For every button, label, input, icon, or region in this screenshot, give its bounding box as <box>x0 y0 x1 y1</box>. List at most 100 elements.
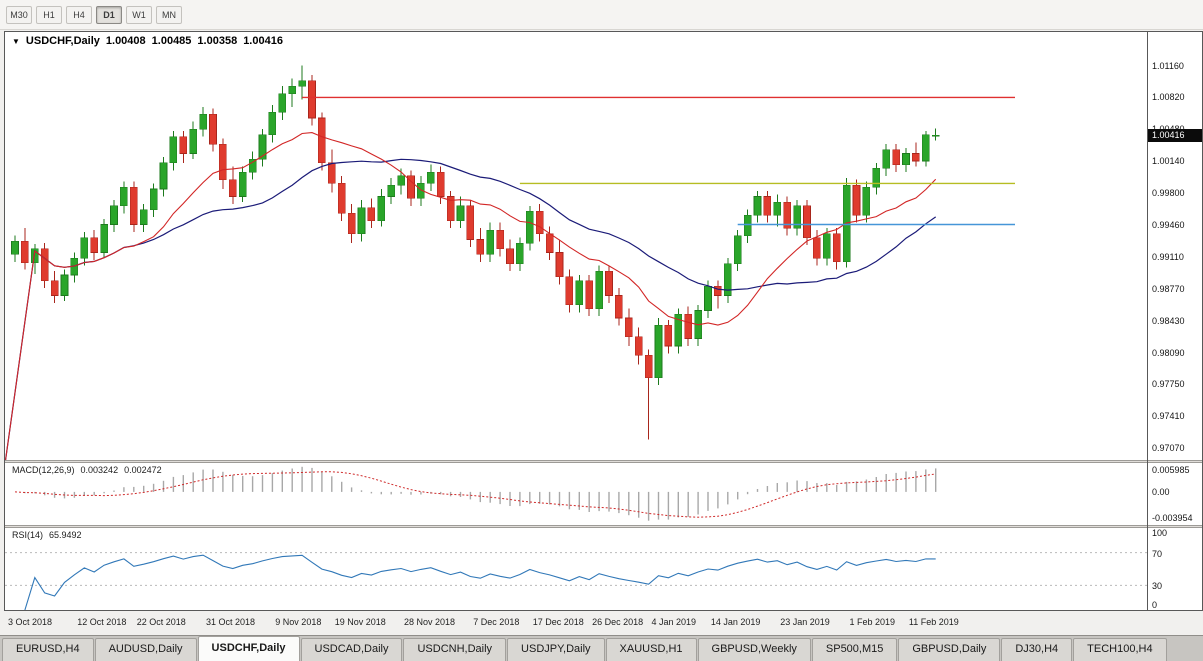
ohlc-high: 1.00485 <box>151 35 192 47</box>
candle-body <box>40 248 49 281</box>
tab-sp500-m15[interactable]: SP500,M15 <box>811 638 898 661</box>
candle-body <box>753 196 762 216</box>
date-label: 7 Dec 2018 <box>473 617 520 627</box>
rsi-name: RSI(14) <box>12 530 44 540</box>
candle-body <box>11 241 19 255</box>
candle-body <box>50 280 59 296</box>
macd-value-main: 0.003242 <box>80 465 119 475</box>
candle-body <box>783 201 792 229</box>
candle-body <box>644 354 653 379</box>
candle-body <box>615 295 623 319</box>
date-label: 23 Jan 2019 <box>780 617 830 627</box>
tab-gbpusd-daily[interactable]: GBPUSD,Daily <box>898 638 1001 661</box>
chart-window: ▼ USDCHF,Daily 1.00408 1.00485 1.00358 1… <box>4 31 1203 611</box>
candle-body <box>822 233 831 259</box>
timeframe-toolbar: M30 H1 H4 D1 W1 MN <box>0 0 1203 30</box>
candle-body <box>318 117 326 164</box>
macd-axis-label: -0.003954 <box>1152 513 1193 523</box>
date-label: 31 Oct 2018 <box>206 617 256 627</box>
candle-body <box>496 229 504 250</box>
timeframe-button-mn[interactable]: MN <box>156 5 182 24</box>
candle-body <box>248 158 257 173</box>
pane-divider-rsi[interactable] <box>5 525 1202 528</box>
price-axis-label: 1.00140 <box>1152 156 1185 166</box>
candle-body <box>21 241 29 264</box>
candle-body <box>654 325 663 379</box>
candle-body <box>426 171 435 184</box>
rsi-indicator-canvas[interactable] <box>5 528 1147 610</box>
price-axis-label: 0.98770 <box>1152 284 1185 294</box>
rsi-line <box>24 554 936 610</box>
candle-body <box>120 186 128 207</box>
date-label: 22 Oct 2018 <box>136 617 186 627</box>
rsi-axis-label: 30 <box>1152 581 1163 592</box>
candle-body <box>476 239 485 255</box>
candle-body <box>209 113 217 145</box>
candle-body <box>278 93 287 113</box>
price-axis-label: 1.01160 <box>1152 60 1184 71</box>
rsi-axis-label: 100 <box>1152 528 1168 538</box>
time-axis[interactable]: 3 Oct 2018 12 Oct 2018 22 Oct 2018 31 Oct 2… <box>4 611 1203 635</box>
candle-body <box>545 233 554 253</box>
timeframe-button-m30[interactable]: M30 <box>6 5 32 24</box>
candle-body <box>149 188 158 210</box>
symbol-dropdown-icon[interactable]: ▼ <box>12 36 20 46</box>
tab-usdchf-daily[interactable]: USDCHF,Daily <box>197 636 300 661</box>
rsi-axis-label: 70 <box>1152 548 1163 559</box>
pane-divider-macd[interactable] <box>5 460 1202 463</box>
candle-body <box>387 185 396 197</box>
ohlc-close: 1.00416 <box>243 35 283 47</box>
candle-body <box>466 205 475 240</box>
candle-body <box>733 235 742 265</box>
candle-body <box>585 280 594 309</box>
rsi-label: RSI(14) 65.9492 <box>12 530 82 540</box>
tab-audusd-daily[interactable]: AUDUSD,Daily <box>94 638 197 661</box>
macd-indicator-canvas[interactable] <box>5 463 1147 525</box>
price-axis-label: 0.99110 <box>1152 252 1184 263</box>
candle-body <box>723 263 732 296</box>
tab-xauusd-h1[interactable]: XAUUSD,H1 <box>605 638 697 661</box>
candle-body <box>634 336 643 356</box>
price-chart-canvas[interactable] <box>5 32 1147 460</box>
tab-dj30-h4[interactable]: DJ30,H4 <box>1001 638 1073 661</box>
timeframe-button-d1[interactable]: D1 <box>96 5 122 24</box>
candle-body <box>862 186 871 216</box>
candle-body <box>793 205 801 229</box>
date-label: 28 Nov 2018 <box>404 617 456 627</box>
timeframe-button-w1[interactable]: W1 <box>126 5 152 24</box>
candle-body <box>912 153 920 162</box>
tab-usdjpy-daily[interactable]: USDJPY,Daily <box>507 638 605 661</box>
candle-body <box>624 317 633 337</box>
tab-tech100-h4[interactable]: TECH100,H4 <box>1073 638 1167 661</box>
candle-body <box>506 248 514 265</box>
tab-usdcnh-daily[interactable]: USDCNH,Daily <box>403 638 507 661</box>
date-label: 12 Oct 2018 <box>77 617 127 627</box>
candle-body <box>446 196 455 222</box>
candle-body <box>417 183 425 199</box>
candle-body <box>704 285 712 311</box>
timeframe-button-h1[interactable]: H1 <box>36 5 62 24</box>
candle-body <box>30 248 39 264</box>
candle-body <box>298 80 306 87</box>
candle-body <box>169 136 178 164</box>
candle-body <box>60 274 69 296</box>
candle-body <box>535 211 544 235</box>
candle-body <box>575 280 584 306</box>
candle-body <box>832 233 841 263</box>
candle-body <box>219 143 227 180</box>
date-label: 17 Dec 2018 <box>532 617 584 627</box>
candle-body <box>436 171 445 197</box>
date-label: 14 Jan 2019 <box>710 617 761 627</box>
tab-gbpusd-weekly[interactable]: GBPUSD,Weekly <box>697 638 811 661</box>
chart-tabs-bar: EURUSD,H4 AUDUSD,Daily USDCHF,Daily USDC… <box>0 635 1203 661</box>
timeframe-button-h4[interactable]: H4 <box>66 5 92 24</box>
candle-body <box>268 112 277 136</box>
price-axis-label: 0.97070 <box>1152 442 1185 453</box>
price-axis-label: 0.97750 <box>1152 379 1185 390</box>
candle-body <box>199 113 207 130</box>
date-label: 26 Dec 2018 <box>592 617 644 627</box>
tab-eurusd-h4[interactable]: EURUSD,H4 <box>2 638 94 661</box>
candle-body <box>714 285 722 296</box>
tab-usdcad-daily[interactable]: USDCAD,Daily <box>300 638 403 661</box>
ohlc-open: 1.00408 <box>105 35 146 47</box>
